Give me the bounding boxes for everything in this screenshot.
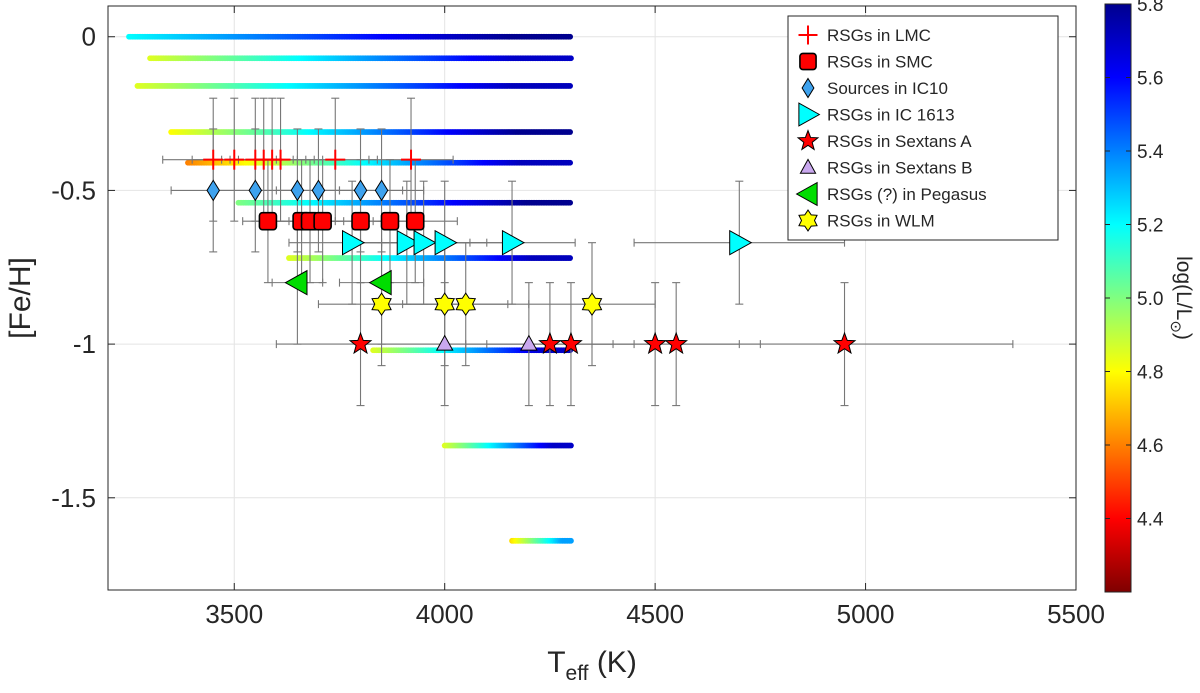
data-point (351, 211, 370, 231)
track-point (568, 442, 574, 449)
legend: RSGs in LMC RSGs in SMC Sources in IC10 RSG… (787, 15, 1059, 241)
legend-label: RSGs in IC 1613 (827, 106, 955, 125)
colorbar: 4.4 4.6 4.8 5.0 5.2 5.4 5.6 5.8 (1104, 0, 1164, 593)
data-point (290, 179, 305, 202)
track-point (567, 199, 574, 206)
data-markers (203, 149, 857, 355)
legend-marker (798, 102, 821, 127)
colorbar-tick-label: 5.8 (1137, 0, 1163, 16)
colorbar-label: log(L/L⊙) (1167, 256, 1195, 340)
y-tick-label: -0.5 (51, 175, 96, 205)
legend-label: RSGs (?) in Pegasus (827, 185, 987, 204)
model-track (286, 255, 574, 261)
legend-label: RSGs in LMC (827, 26, 931, 45)
legend-label: Sources in IC10 (827, 79, 948, 98)
x-axis-label: Teff (K) (547, 646, 637, 685)
data-point (325, 149, 346, 170)
colorbar-tick-label: 4.6 (1137, 436, 1163, 457)
track-point (567, 255, 574, 261)
legend-marker (799, 52, 817, 71)
data-point (396, 229, 420, 256)
data-point (342, 229, 366, 256)
data-point (380, 211, 400, 231)
legend-label: RSGs in Sextans B (827, 159, 973, 178)
model-track (441, 442, 574, 449)
colorbar-tick-label: 4.4 (1137, 510, 1164, 531)
model-track (168, 129, 574, 135)
model-track (185, 159, 574, 166)
legend-marker (795, 181, 818, 207)
data-point (374, 179, 389, 202)
data-point (248, 179, 263, 202)
model-track (126, 33, 574, 40)
data-point (455, 292, 477, 317)
colorbar-tick-label: 5.6 (1137, 69, 1163, 90)
track-point (567, 129, 574, 135)
legend-marker (799, 158, 817, 174)
legend-marker (798, 25, 818, 45)
y-tick-label: -1.5 (51, 483, 96, 513)
plot-frame (107, 5, 1077, 591)
legend-marker (798, 209, 818, 232)
x-tick-label: 3500 (205, 599, 263, 629)
data-point (538, 331, 562, 355)
x-axis-ticks: 3500 4000 4500 5000 5500 (205, 6, 1105, 629)
data-point (203, 149, 224, 170)
legend-label: RSGs in Sextans A (827, 132, 972, 151)
y-tick-label: -1 (73, 329, 96, 359)
data-point (434, 292, 455, 317)
data-point (401, 149, 422, 170)
x-tick-label: 5500 (1047, 599, 1105, 629)
data-point (435, 334, 454, 351)
data-point (313, 211, 332, 231)
data-point (224, 149, 245, 170)
data-point (643, 331, 667, 355)
data-point (311, 179, 326, 202)
y-axis-ticks: 0 -0.5 -1 -1.5 (51, 22, 1076, 513)
track-point (568, 55, 574, 62)
model-track (509, 537, 574, 544)
track-point (568, 537, 574, 544)
data-point (434, 229, 458, 256)
model-track (370, 347, 574, 354)
data-point (501, 229, 526, 256)
legend-box (787, 15, 1059, 241)
data-point (206, 179, 221, 202)
data-point (258, 211, 278, 231)
track-point (567, 159, 574, 166)
data-point (832, 331, 857, 355)
data-point (368, 269, 392, 296)
data-point (664, 331, 688, 355)
model-track (147, 55, 574, 62)
track-point (567, 33, 574, 40)
colorbar-tick-label: 4.8 (1137, 363, 1163, 384)
data-point (581, 292, 603, 317)
data-point (413, 229, 437, 256)
colorbar-tick-label: 5.4 (1137, 142, 1164, 163)
data-point (520, 334, 538, 351)
data-point (353, 179, 368, 202)
legend-label: RSGs in SMC (827, 53, 933, 72)
colorbar-tick-label: 5.2 (1137, 216, 1163, 237)
y-axis-label: [Fe/H] (4, 257, 37, 339)
x-tick-label: 4000 (416, 599, 474, 629)
x-tick-label: 4500 (626, 599, 684, 629)
data-point (284, 269, 308, 296)
data-point (729, 229, 753, 256)
legend-marker (796, 129, 820, 151)
data-point (270, 149, 291, 170)
track-point (567, 83, 574, 89)
data-point (348, 331, 373, 355)
legend-marker (801, 77, 815, 99)
data-point (371, 292, 392, 317)
data-point (405, 211, 425, 231)
legend-label: RSGs in WLM (827, 212, 935, 231)
model-track (235, 199, 574, 206)
colorbar-tick-label: 5.0 (1137, 289, 1163, 310)
data-point (559, 331, 583, 355)
x-tick-label: 5000 (837, 599, 895, 629)
y-tick-label: 0 (82, 22, 96, 52)
model-track (134, 83, 574, 89)
